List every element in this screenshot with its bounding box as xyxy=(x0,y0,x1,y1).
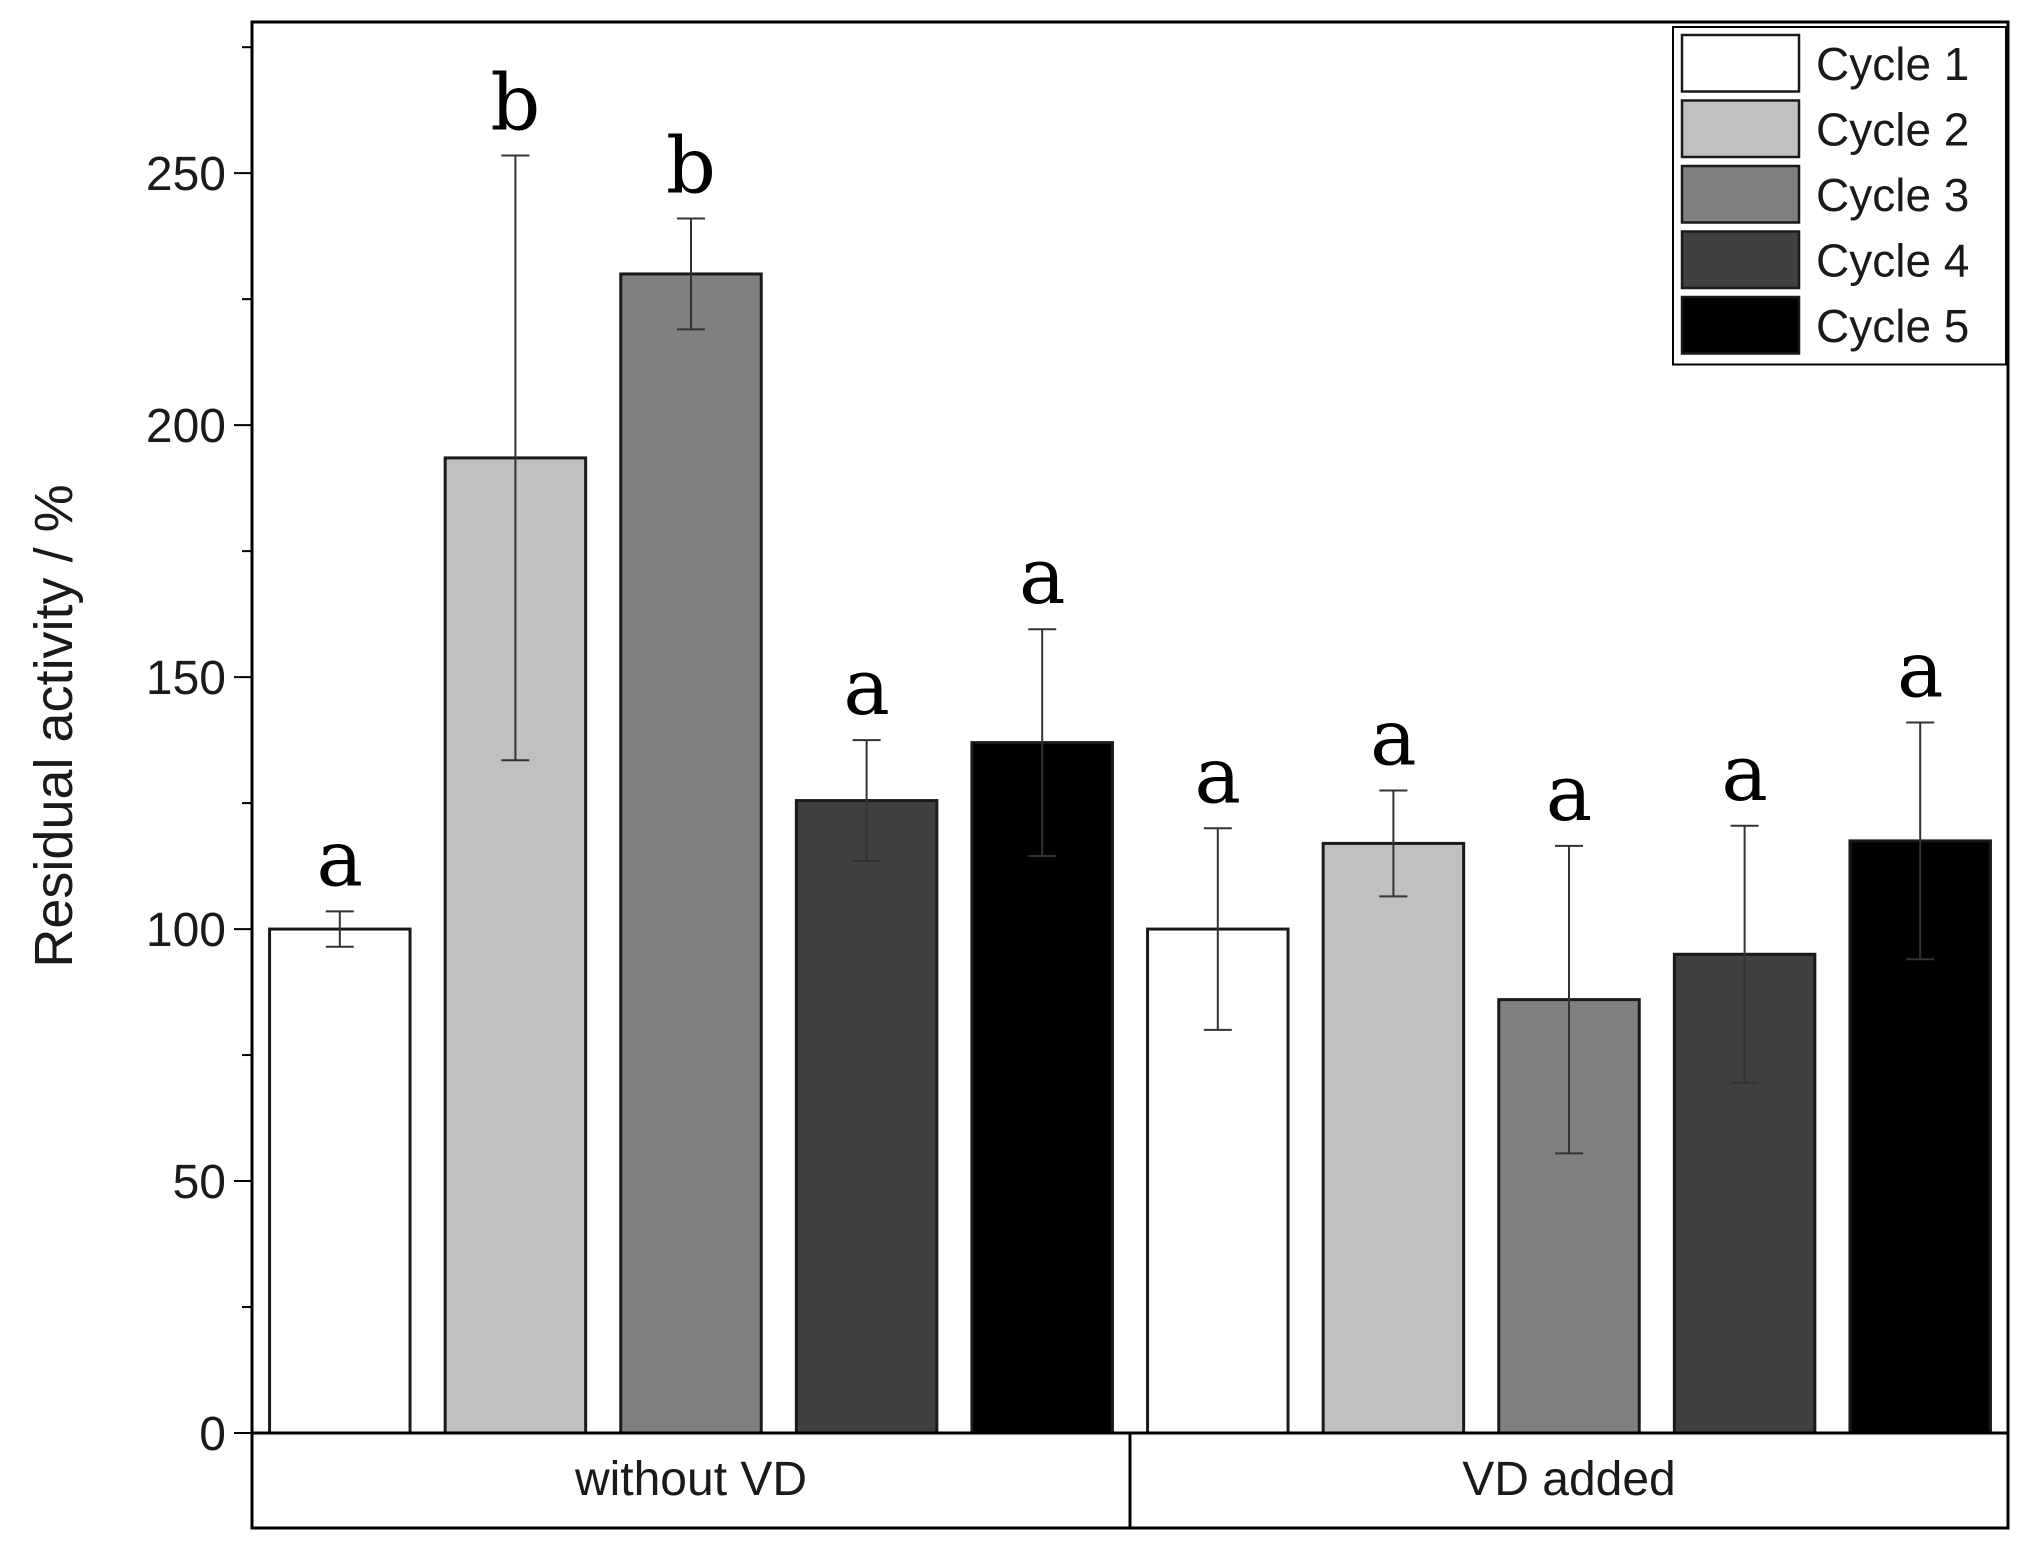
y-tick-label: 50 xyxy=(173,1156,226,1209)
significance-label: a xyxy=(1019,532,1066,622)
significance-label: a xyxy=(1370,693,1417,783)
significance-label: a xyxy=(843,643,890,733)
bar xyxy=(619,272,763,1435)
significance-label: a xyxy=(1897,625,1944,715)
significance-label: a xyxy=(1195,731,1242,821)
legend-swatch xyxy=(1680,295,1801,355)
axes-layer: 0 50 100 150 200 250 xyxy=(146,46,252,1461)
y-axis-title-group: Residual activity / % xyxy=(24,484,84,967)
legend-swatch xyxy=(1680,33,1801,93)
legend-label: Cycle 1 xyxy=(1816,38,1969,90)
error-bars-layer xyxy=(325,154,1935,1155)
y-tick-label: 150 xyxy=(146,652,226,705)
significance-label: b xyxy=(490,59,540,149)
legend-label: Cycle 2 xyxy=(1816,103,1969,155)
y-axis-title: Residual activity / % xyxy=(24,484,84,967)
legend: Cycle 1 Cycle 2 Cycle 3 Cycle 4 Cycle 5 xyxy=(1672,26,2007,366)
significance-label: a xyxy=(317,814,364,904)
significance-label: a xyxy=(1546,749,1593,839)
legend-label: Cycle 5 xyxy=(1816,300,1969,352)
y-tick-label: 0 xyxy=(199,1408,226,1461)
x-group-label: VD added xyxy=(1462,1453,1676,1506)
y-tick-label: 200 xyxy=(146,400,226,453)
bars-layer xyxy=(268,272,1992,1435)
legend-label: Cycle 4 xyxy=(1816,234,1969,286)
significance-label: a xyxy=(1721,729,1768,819)
x-group-label: without VD xyxy=(574,1453,807,1506)
bar xyxy=(1321,841,1466,1435)
bar xyxy=(268,927,412,1435)
bar xyxy=(794,799,939,1435)
y-tick-label: 100 xyxy=(146,904,226,957)
significance-labels-layer: a b b a a a a a a a xyxy=(317,59,1944,905)
legend-label: Cycle 3 xyxy=(1816,169,1969,221)
y-tick-label: 250 xyxy=(146,148,226,201)
legend-swatch xyxy=(1680,164,1801,224)
significance-label: b xyxy=(666,122,716,212)
plot-frame: without VD VD added xyxy=(250,20,2010,1530)
legend-swatch xyxy=(1680,230,1801,290)
legend-swatch xyxy=(1680,99,1801,159)
